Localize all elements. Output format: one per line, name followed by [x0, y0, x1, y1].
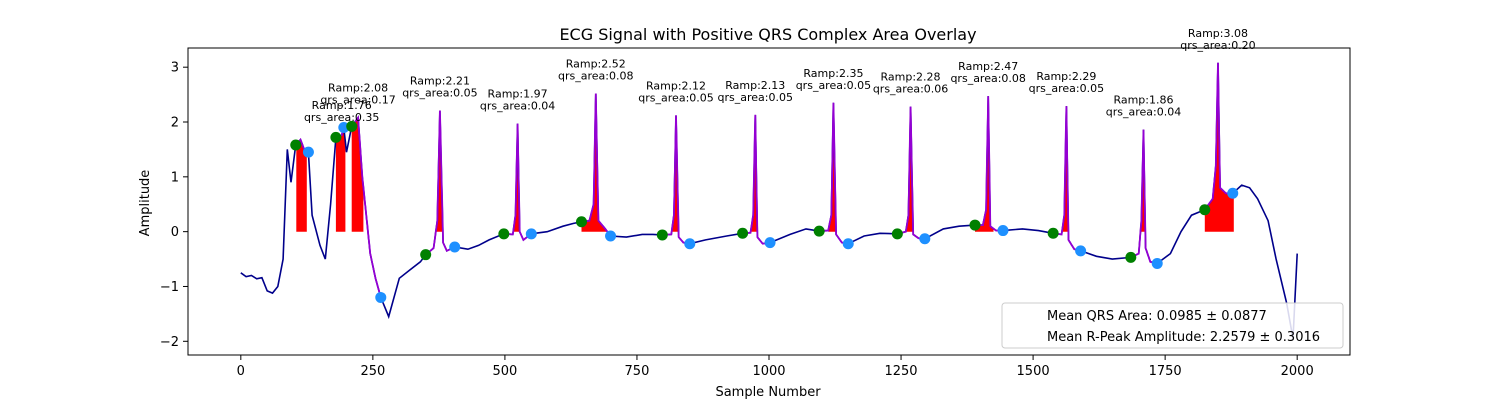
- q-point: [813, 225, 825, 237]
- qrs-area-label: qrs_area:0.06: [873, 83, 948, 96]
- qrs-area-fill: [975, 96, 994, 232]
- s-point: [1151, 257, 1163, 269]
- q-point: [420, 249, 432, 261]
- qrs-area-label: qrs_area:0.08: [558, 70, 633, 83]
- q-point: [290, 139, 302, 151]
- x-tick-label: 0: [237, 364, 245, 379]
- qrs-area-fill: [1061, 106, 1071, 232]
- chart-title: ECG Signal with Positive QRS Complex Are…: [559, 25, 976, 44]
- qrs-area-fill: [581, 93, 611, 232]
- ramp-label: Ramp:2.28: [881, 71, 941, 84]
- ramp-label: Ramp:1.97: [488, 88, 548, 101]
- qrs-area-label: qrs_area:0.05: [638, 91, 713, 104]
- legend-box: [1001, 302, 1344, 349]
- q-point: [346, 120, 358, 132]
- s-point: [919, 233, 931, 245]
- qrs-area-fill: [335, 127, 346, 232]
- qrs-area-fill: [905, 106, 915, 232]
- y-tick-label: 2: [171, 116, 179, 131]
- x-tick-label: 1750: [1149, 364, 1182, 379]
- legend-entry-mean-r-peak-amplitude: Mean R-Peak Amplitude: 2.2579 ± 0.3016: [1047, 330, 1320, 345]
- ramp-label: Ramp:2.52: [566, 58, 626, 71]
- ramp-label: Ramp:1.76: [312, 99, 372, 112]
- s-point: [302, 146, 314, 158]
- s-point: [375, 291, 387, 303]
- s-point: [997, 225, 1009, 237]
- qrs-area-label: qrs_area:0.05: [718, 91, 793, 104]
- qrs-area-label: qrs_area:0.35: [304, 111, 379, 124]
- ramp-label: Ramp:2.29: [1036, 70, 1096, 83]
- x-tick-label: 1000: [752, 364, 785, 379]
- ramp-label: Ramp:2.21: [410, 74, 470, 87]
- s-point: [1075, 245, 1087, 257]
- qs-points: [290, 120, 1239, 303]
- qrs-area-label: qrs_area:0.08: [950, 72, 1025, 85]
- qrs-area-fill: [512, 123, 522, 232]
- y-tick-label: −2: [160, 335, 179, 350]
- q-point: [737, 227, 749, 239]
- x-axis-label: Sample Number: [715, 385, 821, 400]
- y-tick-label: 1: [171, 170, 179, 185]
- s-point: [525, 228, 537, 240]
- q-point: [575, 216, 587, 228]
- x-tick-label: 1500: [1017, 364, 1050, 379]
- r-peak-annotations: Ramp:1.76qrs_area:0.35Ramp:2.08qrs_area:…: [304, 27, 1256, 124]
- s-point: [605, 230, 617, 242]
- qrs-area-label: qrs_area:0.20: [1180, 39, 1255, 52]
- q-point: [498, 228, 510, 240]
- x-tick-label: 2000: [1281, 364, 1314, 379]
- qrs-area-fill: [351, 117, 364, 232]
- qrs-area-fill: [671, 115, 681, 232]
- s-point: [684, 238, 696, 250]
- y-tick-label: −1: [160, 280, 179, 295]
- legend-entry-mean-qrs-area: Mean QRS Area: 0.0985 ± 0.0877: [1047, 309, 1267, 324]
- y-axis-label: Amplitude: [138, 170, 153, 237]
- qrs-area-label: qrs_area:0.04: [480, 100, 555, 113]
- qrs-area-label: qrs_area:0.05: [1029, 82, 1104, 95]
- ramp-label: Ramp:3.08: [1188, 27, 1248, 40]
- qrs-area-fill: [296, 139, 307, 232]
- q-point: [891, 228, 903, 240]
- qrs-area-label: qrs_area:0.05: [402, 86, 477, 99]
- qrs-area-fill: [750, 114, 760, 232]
- s-point: [764, 237, 776, 249]
- q-point: [969, 219, 981, 231]
- plot-area: Ramp:1.76qrs_area:0.35Ramp:2.08qrs_area:…: [240, 27, 1298, 339]
- qrs-area-label: qrs_area:0.04: [1106, 106, 1181, 119]
- ramp-label: Ramp:2.08: [328, 82, 388, 95]
- x-tick-label: 250: [360, 364, 385, 379]
- x-tick-label: 1250: [884, 364, 917, 379]
- ramp-label: Ramp:2.47: [958, 60, 1018, 73]
- y-tick-label: 0: [171, 225, 179, 240]
- ramp-label: Ramp:2.35: [803, 67, 863, 80]
- qrs-area-label: qrs_area:0.17: [320, 94, 395, 107]
- ramp-label: Ramp:2.13: [725, 79, 785, 92]
- qrs-area-label: qrs_area:0.05: [796, 79, 871, 92]
- x-tick-label: 500: [492, 364, 517, 379]
- x-tick-label: 750: [625, 364, 650, 379]
- s-point: [1227, 187, 1239, 199]
- ramp-label: Ramp:2.12: [646, 79, 706, 92]
- q-point: [1125, 251, 1137, 263]
- x-axis-ticks: 0 250 500 750 1000 1250 1500 1750 2000: [237, 355, 1314, 379]
- legend: Mean QRS Area: 0.0985 ± 0.0877 Mean R-Pe…: [1001, 302, 1344, 349]
- q-point: [1047, 227, 1059, 239]
- q-point: [1199, 204, 1211, 216]
- s-point: [842, 238, 854, 250]
- qrs-segment-line: [351, 115, 382, 298]
- y-tick-label: 3: [171, 61, 179, 76]
- q-point: [656, 229, 668, 241]
- q-point: [330, 131, 342, 143]
- y-axis-ticks: −2 −1 0 1 2 3: [160, 61, 188, 350]
- ramp-label: Ramp:1.86: [1113, 94, 1173, 107]
- s-point: [449, 241, 461, 253]
